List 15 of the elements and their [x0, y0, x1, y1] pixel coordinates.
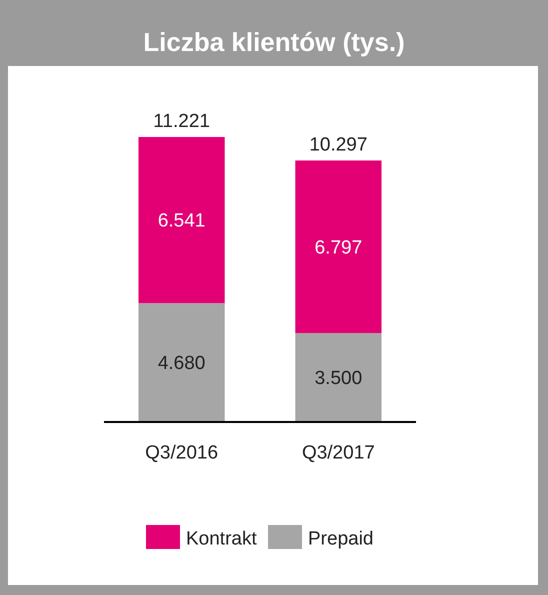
total-label: 10.297: [309, 134, 368, 156]
total-label: 11.221: [153, 111, 210, 132]
legend-label: Prepaid: [308, 528, 374, 550]
bar: [295, 160, 382, 334]
bar: [138, 137, 225, 304]
x-tick-label: Q3/2016: [145, 442, 218, 464]
data-label: 4.680: [158, 353, 206, 374]
bar: [295, 333, 382, 422]
data-label: 6.797: [314, 237, 362, 258]
bar: [138, 303, 225, 422]
legend-label: Kontrakt: [186, 528, 258, 550]
x-tick-label: Q3/2017: [302, 442, 375, 464]
chart-title: Liczba klientów (tys.): [143, 27, 405, 58]
data-label: 3.500: [314, 368, 362, 390]
data-label: 6.541: [158, 210, 206, 232]
